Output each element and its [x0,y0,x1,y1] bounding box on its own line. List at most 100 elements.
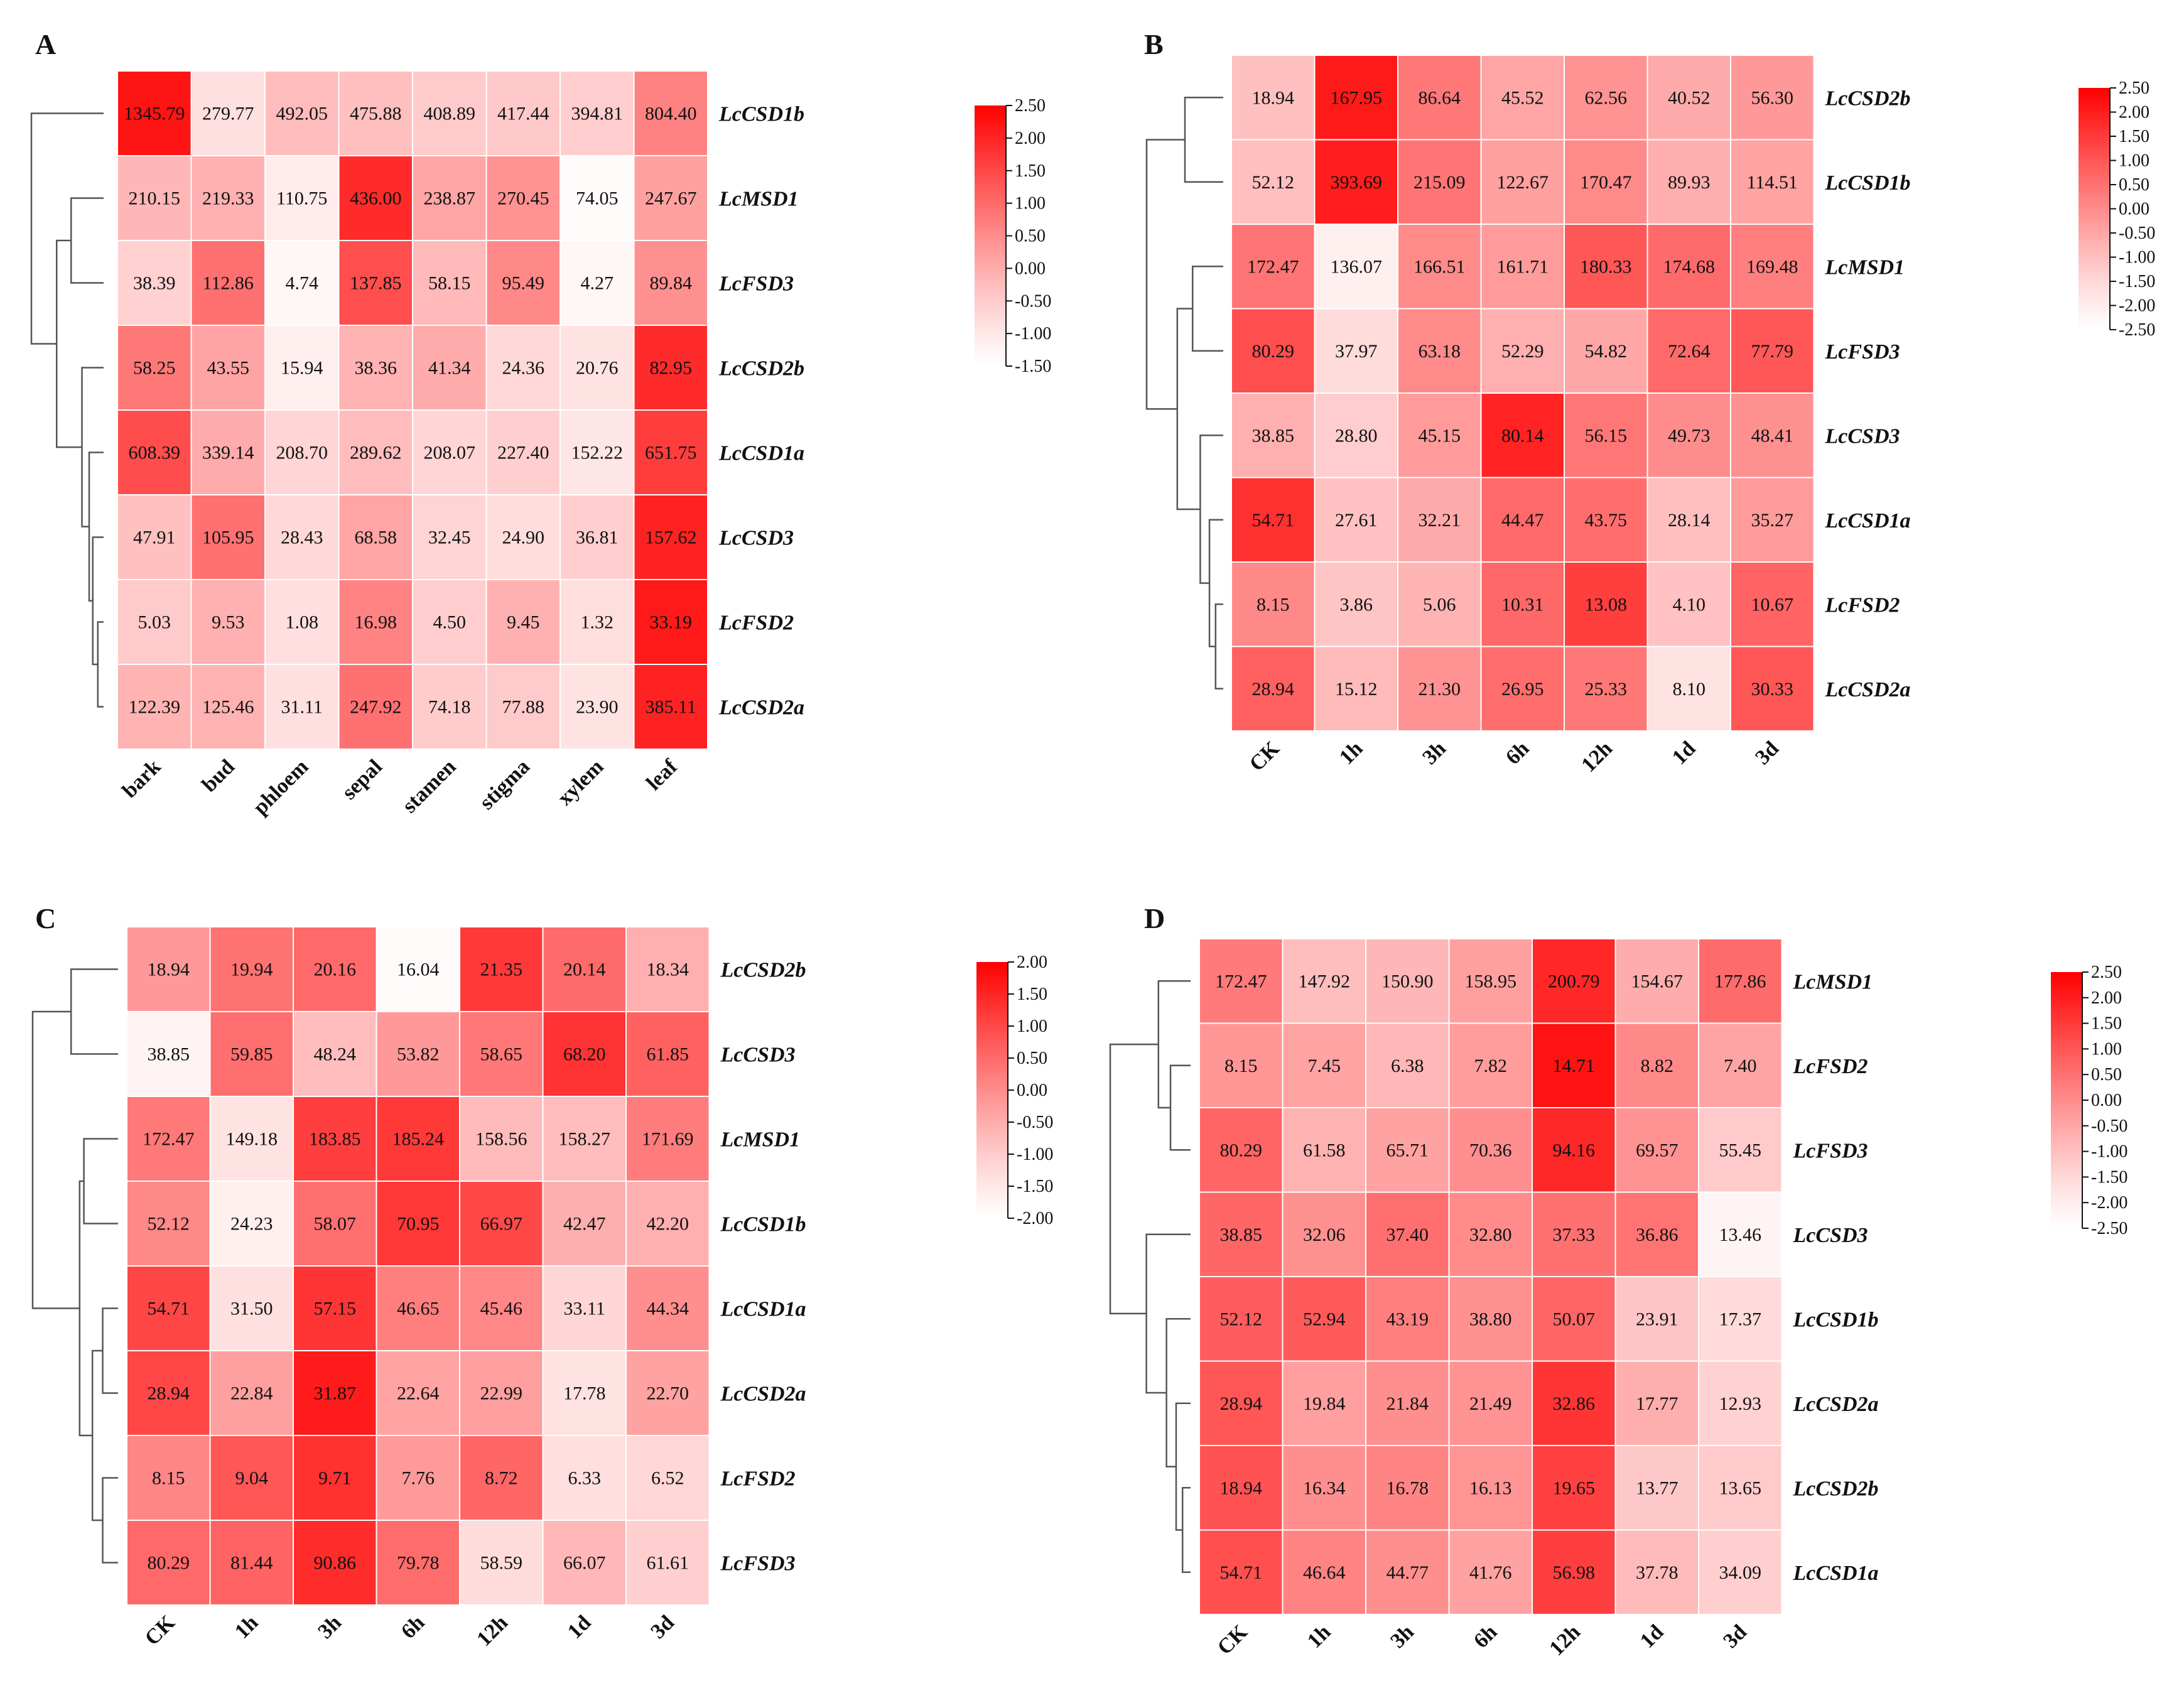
cell-value-label: 58.25 [133,358,176,379]
heatmap-cell [1646,55,1731,141]
row-label: LcCSD1b [1793,1308,1879,1331]
heatmap-cell [625,1265,710,1351]
cell-value-label: 4.27 [581,273,614,294]
heatmap-cell [1480,139,1565,225]
heatmap-cell [633,240,708,326]
cell-value-label: 200.79 [1548,971,1600,992]
cell-value-label: 31.11 [281,697,323,718]
cell-value-label: 24.90 [502,527,545,548]
colorbar-tick-label: 2.00 [2091,988,2122,1008]
cell-value-label: 42.20 [647,1214,689,1235]
dendrogram-branch [1175,1402,1191,1531]
cell-value-label: 227.40 [497,443,549,463]
colorbar-tick-label: 2.50 [2119,78,2149,98]
cell-value-label: 43.19 [1387,1309,1429,1329]
heatmap-cell [1698,1529,1783,1615]
cell-value-label: 59.85 [230,1044,273,1065]
cell-value-label: 22.64 [397,1383,440,1404]
heatmap-cell [117,240,192,326]
cell-value-label: 40.52 [1668,87,1711,108]
column-label: 3d [1751,737,1783,769]
colorbar-tick-label: -1.50 [2091,1167,2127,1187]
cell-value-label: 174.68 [1663,256,1716,277]
cell-value-label: 31.50 [230,1299,273,1319]
cell-value-label: 172.47 [143,1129,195,1150]
cell-value-label: 37.97 [1335,341,1378,362]
heatmap-cell [1365,1445,1450,1531]
column-label: 3h [1418,737,1451,769]
heatmap-cell [625,1096,710,1182]
heatmap-cell [190,155,266,241]
cell-value-label: 651.75 [645,443,697,463]
heatmap-cell [560,240,635,326]
cell-value-label: 16.04 [397,959,440,980]
heatmap-cell [1199,1276,1284,1362]
heatmap-cell [1698,938,1783,1024]
column-label: stigma [475,755,534,814]
heatmap-cell [633,155,708,241]
heatmap-cell [209,1181,294,1267]
heatmap-cell [625,1520,710,1606]
cell-value-label: 32.45 [428,527,471,548]
row-label: LcMSD1 [1825,256,1905,279]
heatmap-cell [1730,308,1815,394]
heatmap-cell [1314,561,1398,647]
cell-value-label: 44.77 [1387,1562,1429,1583]
heatmap-cell [1698,1276,1783,1362]
cell-value-label: 247.67 [645,188,697,209]
row-label: LcFSD3 [718,273,794,296]
cell-value-label: 137.85 [350,273,402,294]
cell-value-label: 56.98 [1553,1562,1596,1583]
colorbar-tick-label: -1.50 [1017,1177,1053,1196]
cell-value-label: 65.71 [1387,1140,1429,1160]
colorbar-tick-label: 0.50 [1015,227,1046,246]
cell-value-label: 21.49 [1469,1393,1512,1414]
row-label: LcMSD1 [720,1128,801,1152]
heatmap-cell [1646,561,1731,647]
heatmap-cell [1448,1107,1533,1193]
heatmap-cell [293,1096,377,1182]
cell-value-label: 8.82 [1641,1056,1674,1076]
colorbar-tick-label: -2.00 [2119,296,2155,316]
cell-value-label: 32.06 [1303,1224,1346,1245]
colorbar-tick-label: 1.50 [1017,985,1047,1004]
heatmap-cell [560,325,635,411]
cell-value-label: 208.70 [276,443,328,463]
colorbar-tick-label: 1.00 [1017,1017,1047,1036]
cell-value-label: 804.40 [645,104,697,124]
heatmap-cell [1698,1107,1783,1193]
cell-value-label: 70.95 [397,1214,440,1235]
heatmap-cell [542,1265,627,1351]
row-label: LcCSD2b [1793,1477,1879,1500]
cell-value-label: 215.09 [1414,172,1466,193]
dendrogram-branch [1145,1233,1191,1394]
cell-value-label: 81.44 [230,1553,273,1574]
cell-value-label: 12.93 [1719,1393,1762,1414]
heatmap-cell [117,325,192,411]
heatmap-cell [338,409,413,495]
heatmap-cell [338,70,413,156]
heatmap-cell [1564,55,1648,141]
colorbar-tick-label: -1.00 [2091,1142,2127,1162]
cell-value-label: 38.85 [1252,425,1295,446]
heatmap-cell [1314,477,1398,563]
cell-value-label: 16.13 [1469,1478,1512,1498]
cell-value-label: 17.37 [1719,1309,1762,1329]
row-label: LcCSD2b [1825,87,1911,110]
heatmap-cell [1532,1191,1616,1277]
cell-value-label: 52.12 [1220,1309,1263,1329]
row-label: LcMSD1 [718,188,799,211]
cell-value-label: 21.30 [1419,679,1461,700]
column-label: 12h [1577,737,1617,777]
colorbar-tick-label: 1.00 [2091,1039,2122,1059]
heatmap-cell [1646,139,1731,225]
cell-value-label: 22.70 [647,1383,689,1404]
column-label: 3h [313,1611,346,1643]
cell-value-label: 4.74 [286,273,319,294]
column-label: 6h [1501,737,1534,769]
heatmap-cell [1730,561,1815,647]
cell-value-label: 7.45 [1308,1056,1341,1076]
heatmap-cell [1448,1445,1533,1531]
heatmap-cell [1231,646,1316,732]
